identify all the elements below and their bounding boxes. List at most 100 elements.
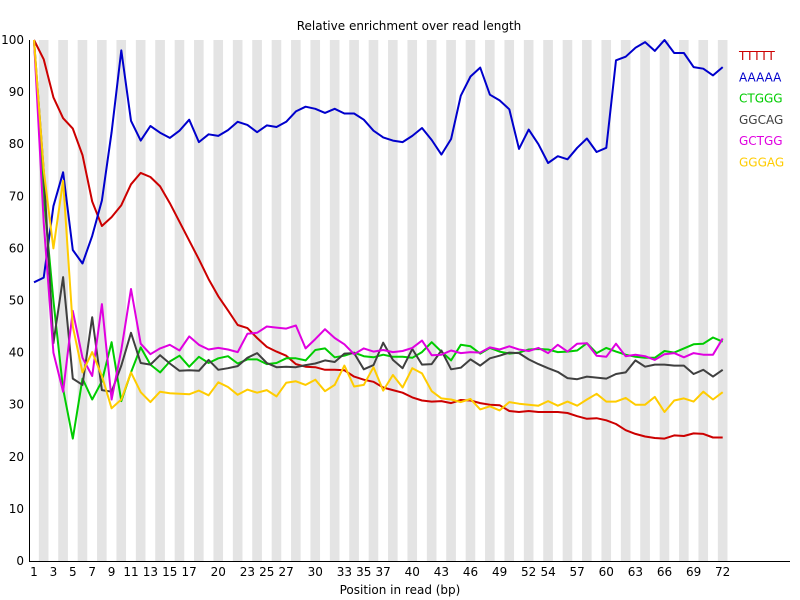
background-bands	[30, 40, 790, 561]
y-tick-label: 90	[9, 85, 24, 99]
band	[261, 40, 272, 561]
series-line-gggag	[33, 39, 724, 413]
band	[649, 40, 660, 561]
band	[514, 40, 524, 561]
band	[698, 40, 709, 561]
x-tick-label: 7	[88, 565, 96, 579]
y-tick-label: 80	[9, 137, 24, 151]
band	[232, 40, 243, 561]
band	[174, 40, 185, 561]
legend-entry-ggcag: GGCAG	[739, 113, 783, 127]
band	[717, 40, 728, 561]
x-tick-label: 27	[279, 565, 294, 579]
y-tick-label: 30	[9, 398, 24, 412]
x-tick-label: 54	[540, 565, 555, 579]
y-tick-label: 0	[16, 554, 24, 568]
band	[582, 40, 592, 561]
band	[358, 40, 369, 561]
band	[388, 40, 398, 561]
band	[58, 40, 68, 561]
legend: TTTTT AAAAA CTGGG GGCAG GCTGG GGGAG	[735, 44, 791, 170]
band	[242, 40, 253, 561]
band	[213, 40, 224, 561]
band	[106, 40, 117, 561]
series-line-ggcag	[33, 39, 724, 393]
x-tick-label: 72	[715, 565, 730, 579]
band	[135, 40, 146, 561]
legend-entry-gggag: GGGAG	[739, 156, 784, 170]
band	[155, 40, 165, 561]
band	[349, 40, 359, 561]
band	[38, 40, 49, 561]
band	[116, 40, 127, 561]
band	[523, 40, 534, 561]
band	[562, 40, 573, 561]
x-tick-label: 66	[657, 565, 672, 579]
band	[126, 40, 136, 561]
band	[184, 40, 195, 561]
y-tick-label: 50	[9, 294, 24, 308]
x-tick-label: 30	[308, 565, 323, 579]
band	[300, 40, 311, 561]
band	[368, 40, 379, 561]
band	[145, 40, 156, 561]
band	[397, 40, 408, 561]
x-axis-label: Position in read (bp)	[340, 583, 461, 597]
band	[252, 40, 262, 561]
x-tick-label: 33	[337, 565, 352, 579]
band	[669, 40, 680, 561]
x-tick-label: 15	[162, 565, 177, 579]
band	[436, 40, 447, 561]
band	[77, 40, 88, 561]
band	[504, 40, 515, 561]
legend-entry-gctgg: GCTGG	[739, 134, 783, 148]
band	[426, 40, 437, 561]
band	[339, 40, 350, 561]
band	[271, 40, 282, 561]
x-tick-label: 3	[50, 565, 58, 579]
x-tick-label: 63	[628, 565, 643, 579]
x-tick-labels: 1 3 5 7 9 11 13 15 17 20 23 25 27 30 33 35 37 40 43 46 49 52 5…	[30, 565, 730, 579]
band	[601, 40, 612, 561]
band	[67, 40, 78, 561]
band	[640, 40, 650, 561]
x-tick-label: 20	[211, 565, 226, 579]
x-tick-label: 1	[30, 565, 38, 579]
legend-entry-ctggg: CTGGG	[739, 92, 783, 106]
y-tick-labels: 0 10 20 30 40 50 60 70 80 90 100	[1, 33, 24, 568]
band	[329, 40, 340, 561]
y-tick-label: 40	[9, 346, 24, 360]
series-line-gctgg	[33, 39, 724, 401]
y-tick-label: 60	[9, 241, 24, 255]
x-tick-label: 23	[240, 565, 255, 579]
band	[533, 40, 544, 561]
x-tick-label: 13	[143, 565, 158, 579]
x-tick-label: 40	[405, 565, 420, 579]
x-tick-label: 57	[570, 565, 585, 579]
band	[194, 40, 204, 561]
band	[223, 40, 233, 561]
band	[611, 40, 621, 561]
band	[320, 40, 330, 561]
chart-title: Relative enrichment over read length	[297, 19, 522, 33]
y-tick-label: 20	[9, 450, 24, 464]
legend-entry-ttttt: TTTTT	[738, 49, 775, 63]
band	[485, 40, 495, 561]
y-tick-label: 100	[1, 33, 24, 47]
x-tick-label: 69	[686, 565, 701, 579]
x-tick-label: 25	[259, 565, 274, 579]
band	[446, 40, 456, 561]
x-tick-label: 52	[521, 565, 536, 579]
x-tick-label: 5	[69, 565, 77, 579]
band	[620, 40, 631, 561]
x-tick-label: 37	[376, 565, 391, 579]
band	[679, 40, 689, 561]
band	[552, 40, 563, 561]
y-tick-label: 10	[9, 502, 24, 516]
band	[203, 40, 214, 561]
x-tick-label: 9	[108, 565, 116, 579]
band	[281, 40, 292, 561]
band	[494, 40, 505, 561]
series-line-ttttt	[33, 39, 723, 440]
band	[455, 40, 466, 561]
